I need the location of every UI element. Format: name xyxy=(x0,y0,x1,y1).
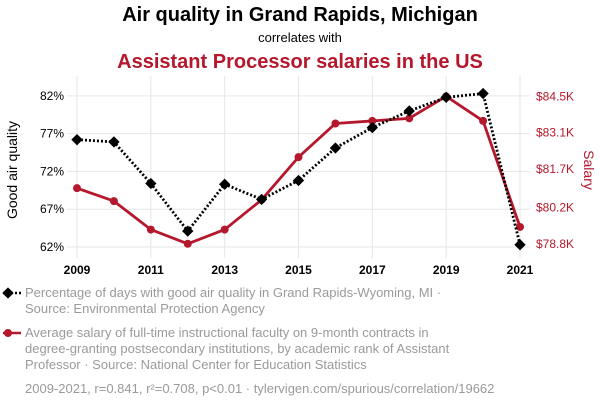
legend-text-line: Average salary of full-time instructiona… xyxy=(25,325,429,340)
legend-text-line: Professor · Source: National Center for … xyxy=(25,357,367,372)
air-quality-point xyxy=(182,225,194,237)
salary-point xyxy=(479,116,488,125)
legend-swatch-marker xyxy=(2,287,14,299)
legend-item-air-quality: Percentage of days with good air quality… xyxy=(2,285,441,316)
salary-point xyxy=(183,239,192,248)
legend-text-line: Source: Environmental Protection Agency xyxy=(25,301,265,316)
legend: Percentage of days with good air quality… xyxy=(2,285,450,372)
right-tick-label: $83.1K xyxy=(536,126,574,140)
air-quality-point xyxy=(366,121,378,134)
air-quality-point xyxy=(145,177,157,190)
x-tick-label: 2017 xyxy=(359,263,386,277)
left-tick-label: 77% xyxy=(40,127,64,141)
x-tick-label: 2019 xyxy=(433,263,460,277)
air-quality-point xyxy=(219,178,231,190)
salary-point xyxy=(331,119,340,128)
x-tick-label: 2009 xyxy=(64,263,91,277)
air-quality-point xyxy=(71,134,83,146)
legend-text-line: Percentage of days with good air quality… xyxy=(25,285,441,300)
left-axis-label: Good air quality xyxy=(4,121,20,219)
legend-text-line: degree-granting postsecondary institutio… xyxy=(25,341,450,356)
air-quality-point xyxy=(514,239,526,251)
grid-lines xyxy=(67,76,530,258)
air-quality-point xyxy=(477,87,489,100)
salary-point xyxy=(73,184,81,193)
x-tick-label: 2021 xyxy=(507,263,534,277)
right-tick-label: $84.5K xyxy=(536,89,574,103)
left-axis-ticks: 62% 67% 72% 77% 82% xyxy=(40,89,64,254)
salary-point xyxy=(109,197,118,206)
chart-subtitle: correlates with xyxy=(258,30,342,45)
left-tick-label: 72% xyxy=(40,164,64,178)
left-tick-label: 62% xyxy=(40,240,64,254)
x-tick-label: 2015 xyxy=(285,263,312,277)
left-tick-label: 67% xyxy=(40,202,64,216)
salary-point xyxy=(368,116,377,125)
salary-point xyxy=(405,114,414,123)
right-axis-label: Salary xyxy=(581,150,597,190)
right-axis-ticks: $78.8K $80.2K $81.7K $83.1K $84.5K xyxy=(536,89,574,250)
x-tick-label: 2013 xyxy=(211,263,238,277)
air-quality-point xyxy=(292,174,305,187)
footer-stats: 2009-2021, r=0.841, r²=0.708, p<0.01 · t… xyxy=(25,381,494,396)
chart-title: Air quality in Grand Rapids, Michigan xyxy=(122,4,478,26)
x-axis-ticks: 2009 2011 2013 2015 2017 2019 2021 xyxy=(64,263,534,277)
left-tick-label: 82% xyxy=(40,89,64,103)
x-tick-label: 2011 xyxy=(138,263,164,277)
right-tick-label: $81.7K xyxy=(536,162,574,176)
legend-item-salary: Average salary of full-time instructiona… xyxy=(3,325,450,372)
air-quality-point xyxy=(108,136,120,148)
salary-point xyxy=(516,222,524,231)
salary-point xyxy=(294,153,303,162)
air-quality-point xyxy=(440,91,452,103)
right-tick-label: $80.2K xyxy=(536,201,574,215)
salary-point xyxy=(146,225,155,234)
legend-swatch-marker xyxy=(4,329,12,337)
chart-title-secondary: Assistant Processor salaries in the US xyxy=(117,51,483,73)
right-tick-label: $78.8K xyxy=(536,237,574,251)
salary-point xyxy=(220,225,229,234)
